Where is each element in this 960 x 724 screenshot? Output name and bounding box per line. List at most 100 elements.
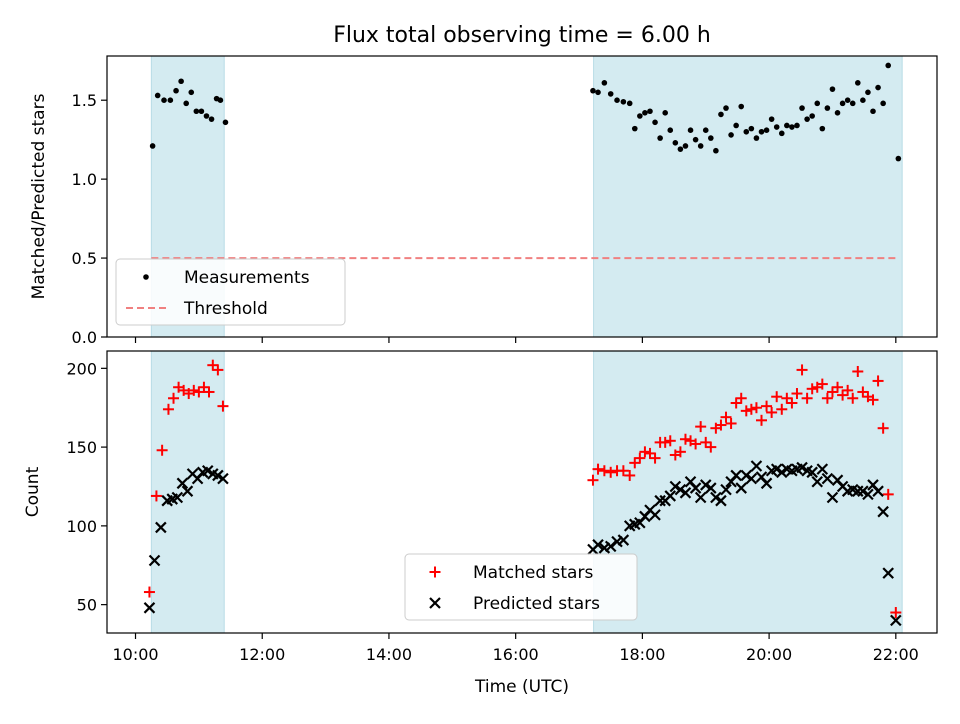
measurements-point [713,147,719,154]
x-tick-label: 22:00 [873,645,919,664]
measurements-point [687,127,694,133]
predicted-stars-point [176,477,189,490]
matched-stars-point [877,422,889,434]
measurements-point [708,135,714,141]
predicted-stars-point [852,485,864,497]
predicted-stars-point [816,463,829,475]
shaded-interval-2 [593,55,903,338]
matched-stars-point [890,607,902,619]
y-tick-label: 1.0 [72,170,97,189]
matched-stars-point [740,405,752,417]
measurements-point [208,116,215,122]
predicted-stars-point [877,505,889,518]
predicted-stars-point [760,477,773,490]
measurements-point [773,124,780,130]
x-tick-label: 20:00 [746,645,792,664]
matched-stars-point [837,389,849,401]
predicted-stars-point [664,490,677,502]
matched-stars-point [821,392,833,404]
measurements-point [784,122,790,129]
y-tick-label: 100 [66,517,97,536]
predicted-stars-point [720,483,732,496]
matched-stars-point [598,465,610,477]
ratio-panel: 0.0 0.5 1.0 1.5 Matched/Predicted stars Measu… [29,55,938,347]
legend-label: Matched stars [473,563,593,583]
predicted-stars-point [821,472,834,485]
matched-stars-point [781,392,793,404]
measurements-point [849,100,856,107]
matched-stars-point [761,400,773,412]
matched-stars-point [624,469,636,481]
measurements-point [167,97,174,104]
predicted-stars-point [730,469,742,482]
matched-stars-point [725,417,737,429]
measurements-point [855,80,861,86]
measurements-point [607,91,614,97]
x-tick-label: 16:00 [493,645,539,664]
predicted-stars-point [143,602,156,614]
predicted-stars-point [617,534,630,546]
legend-label: Threshold [183,299,268,319]
count-panel: 10:00 12:00 14:00 16:00 18:00 20:00 22:00 50 100… [23,350,938,664]
predicted-stars-point [705,482,717,494]
matched-stars-point [847,392,859,404]
measurements-point [728,132,734,138]
measurements-point [626,100,633,107]
matched-stars-point [705,441,717,453]
matched-stars-point [217,400,229,412]
measurements-point [692,136,699,143]
legend-label: Measurements [184,268,310,288]
predicted-stars-point [155,521,167,534]
matched-stars-point [212,364,224,376]
measurements-point [222,119,229,126]
measurements-point [824,105,831,111]
measurements-point [149,143,156,149]
y-tick-label: 1.5 [72,91,97,110]
measurements-point [885,62,892,69]
matched-stars-point [629,457,641,469]
matched-stars-point [592,463,604,475]
legend-label: Predicted stars [473,594,600,614]
matched-stars-point [852,365,864,377]
predicted-stars-point [604,540,617,553]
measurements-point [814,100,821,107]
axes-frame [106,55,938,338]
matched-stars-point [750,402,762,414]
matched-stars-point [745,403,757,415]
measurements-point [672,140,679,146]
legend-item-measurements: Measurements [143,268,310,288]
measurements-point [743,128,750,135]
predicted-stars-point [649,509,661,521]
predicted-stars-point [872,485,884,497]
matched-stars-point [203,386,215,398]
measurements-point [657,135,663,141]
predicted-stars-point [694,491,707,504]
matched-stars-point [207,359,219,371]
measurements-point [794,122,800,129]
measurements-point [753,135,760,141]
predicted-stars-point [148,554,161,567]
predicted-stars-point [826,491,839,504]
predicted-stars-point [654,494,666,507]
measurements-point [667,127,674,133]
legend-item-matched-stars: Matched stars [429,563,593,583]
predicted-stars-point [811,475,824,488]
measurements-point [203,113,210,119]
matched-stars-point [715,419,727,431]
predicted-stars-point [689,482,702,494]
measurements-point [758,128,765,135]
measurements-point [614,97,620,104]
matched-stars-point [587,474,599,486]
measurements-point [839,100,846,107]
measurements-point [682,143,689,149]
matched-stars-point [791,388,803,400]
predicted-stars-point [735,482,747,494]
measurements-point [718,111,724,118]
measurements-point [161,97,167,104]
x-tick-label: 12:00 [239,645,285,664]
matched-stars-point [826,386,838,398]
measurements-point [217,97,224,104]
predicted-stars-point [679,487,692,499]
measurements-point [844,97,851,104]
measurements-point [198,108,205,115]
